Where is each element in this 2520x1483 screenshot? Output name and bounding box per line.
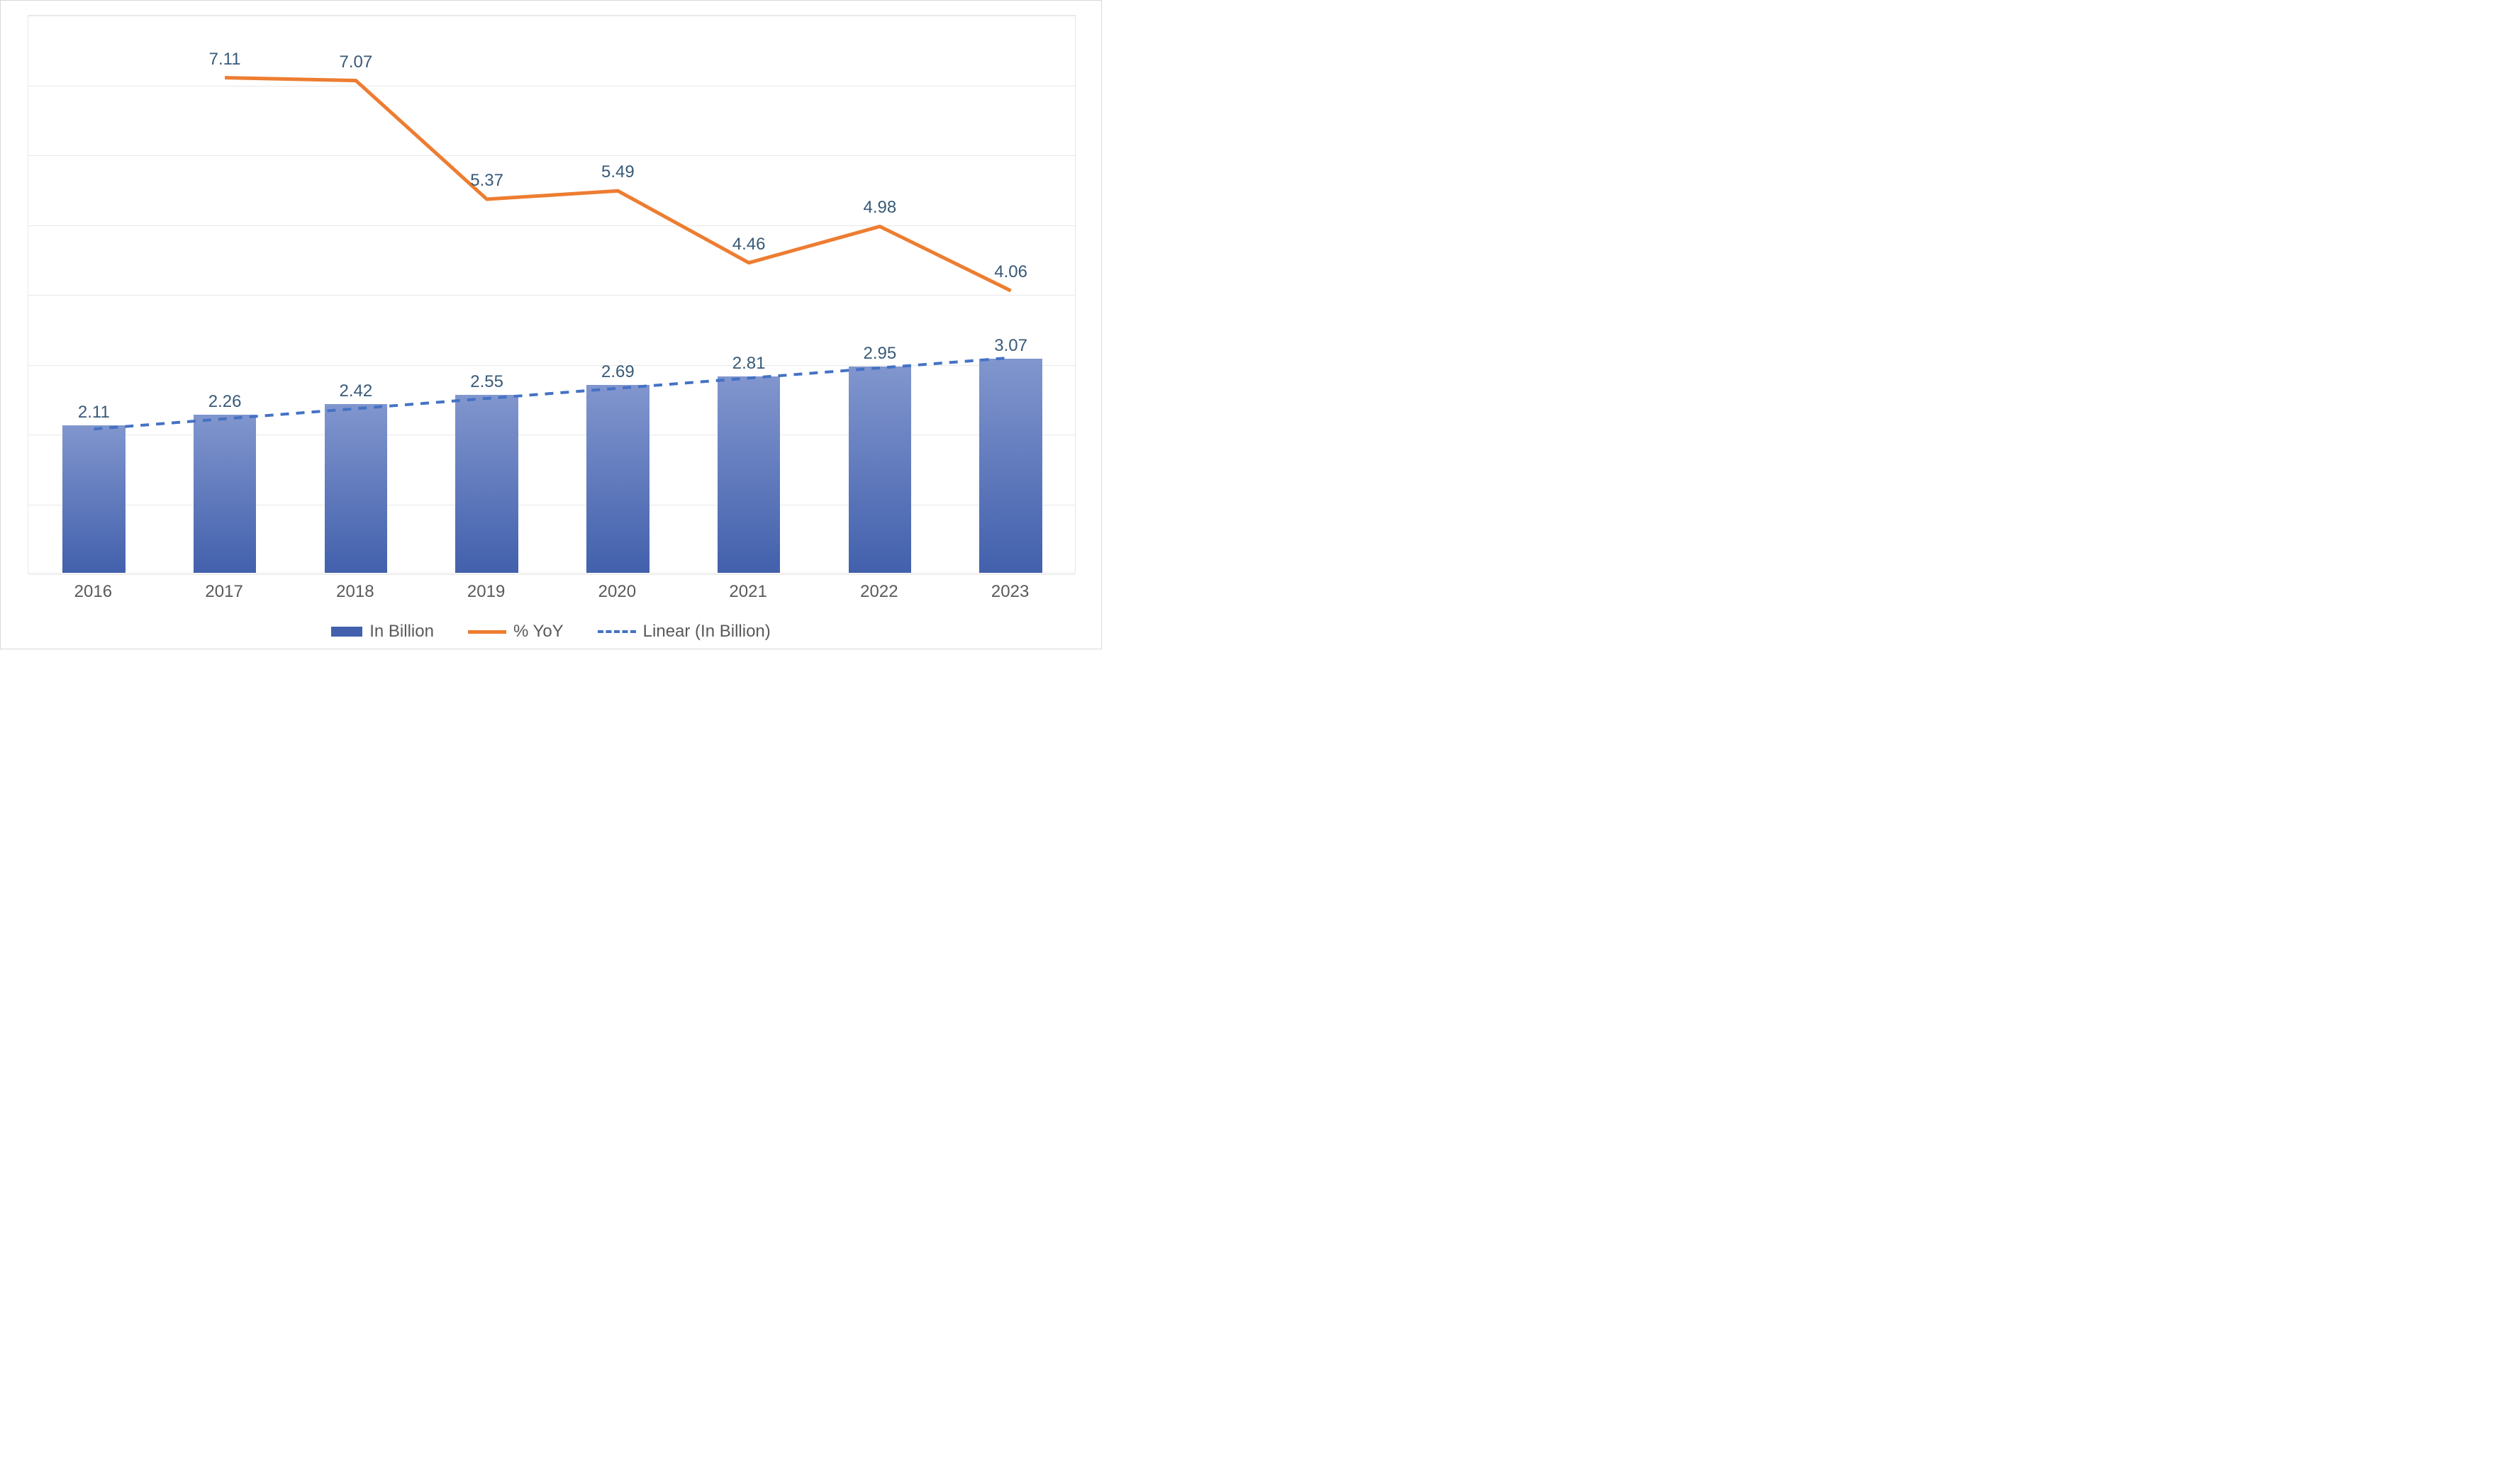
dash-swatch-icon: [598, 630, 636, 633]
legend-label-trend: Linear (In Billion): [643, 622, 771, 642]
bar-data-label: 2.95: [864, 344, 897, 364]
legend-item-bar: In Billion: [331, 622, 434, 642]
line-swatch-icon: [468, 630, 506, 634]
legend-label-line: % YoY: [513, 622, 564, 642]
gridline: [28, 155, 1075, 156]
x-axis-label: 2021: [729, 582, 766, 602]
line-data-label: 5.37: [470, 171, 503, 191]
bar-data-label: 2.69: [601, 362, 635, 382]
legend-item-trend: Linear (In Billion): [598, 622, 771, 642]
bar: [979, 359, 1042, 573]
bar: [62, 425, 126, 573]
x-axis-label: 2023: [991, 582, 1029, 602]
bar: [586, 385, 649, 573]
bar-data-label: 2.81: [732, 354, 766, 374]
line-data-label: 4.46: [732, 235, 766, 254]
bar-data-label: 2.11: [78, 403, 110, 422]
chart-container: 2.11 2.26 2.42 2.55 2.69 2.81 2.95 3.07 7.11 7.07…: [0, 0, 1102, 649]
bar: [325, 404, 388, 573]
bar: [455, 395, 518, 573]
x-axis-label: 2018: [336, 582, 374, 602]
bar-data-label: 2.42: [340, 381, 373, 401]
bar-data-label: 2.26: [208, 392, 242, 412]
line-data-label: 4.06: [994, 262, 1027, 282]
x-axis-label: 2020: [598, 582, 636, 602]
bar: [194, 415, 257, 573]
bar-data-label: 3.07: [994, 336, 1027, 356]
legend-item-line: % YoY: [468, 622, 564, 642]
plot-area: 2.11 2.26 2.42 2.55 2.69 2.81 2.95 3.07 7.11 7.07…: [28, 15, 1076, 573]
bar: [849, 366, 912, 573]
x-axis-label: 2019: [467, 582, 505, 602]
bar-swatch-icon: [331, 627, 362, 637]
legend-label-bar: In Billion: [369, 622, 434, 642]
gridline: [28, 225, 1075, 226]
legend: In Billion % YoY Linear (In Billion): [1, 622, 1101, 642]
x-axis-label: 2022: [860, 582, 898, 602]
gridline: [28, 574, 1075, 575]
line-data-label: 5.49: [601, 162, 635, 182]
line-data-label: 7.11: [209, 50, 241, 69]
gridline: [28, 295, 1075, 296]
line-data-label: 7.07: [340, 52, 373, 72]
bar: [718, 376, 781, 573]
x-axis-label: 2016: [74, 582, 112, 602]
yoy-line: [225, 78, 1011, 291]
line-data-label: 4.98: [864, 198, 897, 218]
gridline: [28, 365, 1075, 366]
x-axis-label: 2017: [205, 582, 242, 602]
bar-data-label: 2.55: [470, 372, 503, 392]
